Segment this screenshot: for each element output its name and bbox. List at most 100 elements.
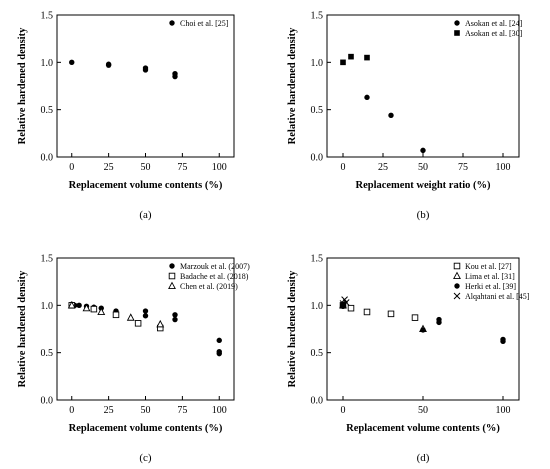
legend-marker	[168, 272, 176, 280]
x-tick-label: 50	[141, 405, 151, 416]
x-tick-label: 25	[104, 405, 114, 416]
legend-marker	[169, 263, 175, 269]
x-tick-label: 75	[177, 405, 187, 416]
data-point	[142, 308, 149, 314]
y-tick-label: 0.5	[311, 105, 324, 116]
series-0	[69, 59, 178, 80]
legend-marker	[454, 30, 460, 36]
data-point	[500, 338, 506, 345]
data-point	[420, 327, 426, 333]
legend-marker	[453, 262, 461, 270]
data-point	[126, 313, 135, 321]
series-0	[364, 94, 426, 154]
x-tick-label: 50	[418, 405, 428, 416]
series-1	[340, 53, 370, 66]
x-tick-label: 100	[212, 405, 227, 416]
series-2	[340, 301, 506, 345]
panel-label: (a)	[139, 209, 152, 221]
data-point	[347, 304, 355, 312]
data-point	[216, 350, 222, 357]
panel-d: 0.0 0.5 1.0 1.5 0 50 100 Replacement volume con…	[287, 254, 530, 465]
y-tick-label: 1.0	[311, 58, 324, 69]
data-point	[142, 313, 149, 319]
x-tick-label: 100	[496, 162, 511, 173]
legend: Marzouk et al. (2007)Badache et al. (201…	[168, 262, 250, 291]
x-axis-title: Replacement volume contents (%)	[346, 423, 500, 434]
data-point	[387, 310, 395, 318]
legend-marker	[454, 20, 460, 26]
y-tick-label: 0.0	[311, 396, 324, 407]
legend-label: Asokan et al. [24]	[465, 19, 523, 28]
x-axis-title: Replacement volume contents (%)	[69, 423, 223, 434]
y-tick-label: 1.5	[41, 11, 54, 22]
data-point	[348, 53, 354, 60]
y-tick-label: 0.0	[311, 153, 324, 164]
legend-marker	[453, 271, 461, 280]
series-2	[67, 300, 165, 328]
x-tick-label: 0	[341, 162, 346, 173]
data-point	[69, 59, 75, 66]
data-point	[340, 59, 346, 66]
x-tick-label: 50	[418, 162, 428, 173]
series-3	[339, 296, 350, 307]
legend-label: Asokan et al. [30]	[465, 29, 523, 38]
data-point	[436, 319, 442, 326]
x-tick-label: 0	[69, 162, 74, 173]
data-point	[172, 312, 178, 318]
data-point	[364, 94, 370, 101]
y-tick-label: 1.5	[311, 254, 324, 265]
y-axis-title: Relative hardened density	[17, 270, 28, 387]
data-point	[97, 307, 106, 316]
x-tick-label: 25	[378, 162, 388, 173]
legend: Kou et al. [27]Lima et al. [31]Herki et …	[453, 262, 530, 301]
data-point	[363, 308, 371, 316]
y-tick-label: 0.0	[41, 153, 54, 164]
data-point	[172, 73, 178, 80]
plot-frame	[56, 14, 235, 158]
y-tick-label: 0.5	[41, 348, 54, 359]
legend-marker	[168, 281, 176, 290]
x-tick-label: 50	[141, 162, 151, 173]
data-point	[172, 316, 178, 323]
legend-marker	[454, 283, 460, 289]
panel-label: (d)	[417, 452, 430, 464]
legend-label: Badache et al. (2018)	[180, 272, 249, 281]
y-tick-label: 1.0	[41, 301, 54, 312]
legend-label: Herki et al. [39]	[465, 282, 516, 291]
y-tick-label: 1.0	[311, 301, 324, 312]
y-tick-label: 0.0	[41, 396, 54, 407]
legend-label: Kou et al. [27]	[465, 262, 512, 271]
data-point	[134, 320, 142, 327]
legend-marker	[169, 20, 175, 26]
x-tick-label: 100	[496, 405, 511, 416]
y-axis-title: Relative hardened density	[17, 27, 28, 144]
data-point	[388, 112, 394, 119]
data-point	[112, 311, 120, 319]
data-point	[82, 303, 91, 312]
data-point	[364, 54, 370, 61]
data-point	[216, 337, 222, 344]
legend: Choi et al. [25]	[169, 19, 229, 28]
x-tick-label: 75	[458, 162, 468, 173]
panel-label: (c)	[139, 452, 152, 464]
data-point	[90, 305, 98, 313]
data-point	[67, 300, 76, 309]
data-point	[76, 302, 82, 309]
x-tick-label: 100	[212, 162, 227, 173]
legend-label: Chen et al. (2019)	[180, 282, 238, 291]
y-tick-label: 1.0	[41, 58, 54, 69]
x-tick-label: 0	[341, 405, 346, 416]
x-axis-title: Replacement weight ratio (%)	[355, 180, 491, 191]
legend-marker	[453, 292, 461, 300]
x-tick-label: 25	[104, 162, 114, 173]
legend-label: Lima et al. [31]	[465, 272, 515, 281]
panel-a: 0.0 0.5 1.0 1.5 0 25 50 75 100 Replacement volume…	[17, 11, 235, 221]
data-point	[411, 314, 419, 321]
y-tick-label: 0.5	[311, 348, 324, 359]
series-1	[68, 302, 164, 332]
y-tick-label: 1.5	[41, 254, 54, 265]
legend-label: Alqahtani et al. [45]	[465, 292, 530, 301]
panel-b: 0.0 0.5 1.0 1.5 0 25 50 75 100 Replacement weight…	[287, 11, 523, 222]
data-point	[142, 67, 149, 73]
